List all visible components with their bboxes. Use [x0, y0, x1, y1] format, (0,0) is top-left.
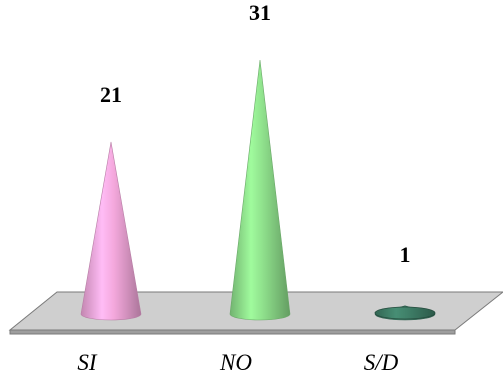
cone-base-disc — [374, 306, 436, 320]
floor-edge — [9, 329, 456, 335]
cone-series — [80, 59, 436, 321]
category-label: NO — [219, 350, 252, 375]
cone-body — [80, 141, 142, 321]
category-label: S/D — [364, 350, 399, 375]
category-label: SI — [77, 350, 98, 375]
cone-s-d — [374, 305, 436, 321]
cone-body — [229, 59, 291, 321]
data-label: 21 — [100, 82, 122, 107]
data-label: 1 — [400, 242, 411, 267]
cone-no — [229, 59, 291, 321]
cone-si — [80, 141, 142, 321]
category-axis: SI NO S/D — [77, 350, 398, 375]
data-label: 31 — [249, 0, 271, 25]
data-labels: 21 31 1 — [100, 0, 411, 267]
